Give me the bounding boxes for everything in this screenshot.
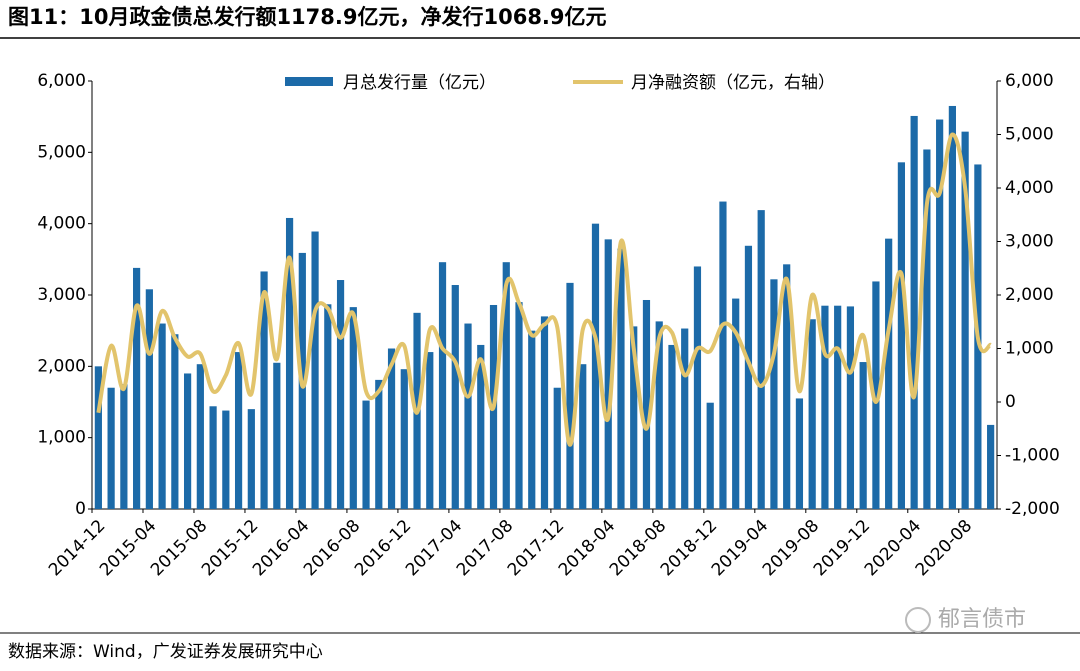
bar — [821, 305, 829, 509]
bar — [604, 239, 612, 510]
y-tick-label: 2,000 — [37, 356, 86, 376]
bar — [566, 282, 574, 509]
bar — [540, 316, 549, 509]
y2-tick-label: 6,000 — [1005, 71, 1054, 91]
bar — [336, 280, 345, 509]
bar — [464, 323, 472, 509]
bar — [553, 387, 561, 509]
bar — [910, 115, 918, 509]
bar — [859, 362, 867, 509]
bar — [285, 217, 294, 509]
bar — [502, 262, 510, 509]
bar — [795, 398, 804, 509]
bar — [987, 424, 995, 509]
bar — [400, 369, 408, 509]
bar — [936, 119, 944, 510]
bar — [145, 289, 153, 509]
y2-tick-label: 0 — [1005, 392, 1016, 412]
bar — [234, 352, 243, 509]
bar — [515, 302, 523, 509]
y2-tick-label: 5,000 — [1005, 125, 1054, 145]
legend-label: 月净融资额（亿元，右轴） — [631, 73, 835, 93]
chart-title: 图11：10月政金债总发行额1178.9亿元，净发行1068.9亿元 — [8, 5, 607, 29]
bar — [693, 266, 702, 509]
bar — [681, 328, 689, 509]
bar — [770, 279, 778, 509]
bar — [375, 379, 383, 509]
legend-label: 月总发行量（亿元） — [343, 73, 496, 93]
y-tick-label: 5,000 — [37, 142, 86, 162]
bar — [757, 210, 765, 509]
bar — [668, 344, 676, 509]
bar — [846, 306, 855, 509]
bar — [349, 307, 357, 509]
bar — [744, 245, 753, 509]
bar — [885, 238, 893, 509]
bar — [872, 281, 880, 509]
bar — [732, 298, 740, 509]
bar — [247, 409, 255, 509]
bar — [273, 362, 281, 509]
bar — [630, 326, 638, 509]
bar — [171, 334, 179, 509]
bar — [133, 267, 141, 509]
source: 数据来源：Wind，广发证券发展研究中心 — [8, 642, 323, 662]
bar — [107, 387, 115, 509]
bar — [311, 231, 319, 509]
bar — [706, 402, 714, 509]
bar — [362, 400, 370, 509]
y-tick-label: 4,000 — [37, 214, 86, 234]
bar — [94, 366, 102, 509]
bar — [961, 131, 969, 509]
bar — [183, 373, 192, 509]
bar — [579, 364, 587, 509]
bar — [783, 264, 791, 509]
line — [96, 132, 993, 447]
watermark: 郁言债市 — [938, 607, 1026, 632]
legend-swatch — [285, 77, 333, 86]
bar — [438, 262, 447, 509]
bar — [477, 344, 485, 509]
bar — [834, 305, 842, 509]
bar — [158, 323, 166, 509]
watermark-icon — [905, 607, 931, 633]
y-tick-label: 3,000 — [37, 285, 86, 305]
y-tick-label: 0 — [75, 499, 86, 519]
bar — [948, 105, 956, 509]
bar — [655, 321, 663, 509]
bar — [260, 271, 268, 509]
bar — [120, 384, 128, 509]
bar — [923, 149, 931, 510]
x-tick-label: 2020-08 — [912, 516, 976, 580]
bar — [642, 299, 651, 509]
bar — [897, 162, 906, 509]
y2-tick-label: -2,000 — [1005, 499, 1060, 519]
bar — [222, 410, 230, 509]
bar — [387, 348, 396, 509]
y2-tick-label: 2,000 — [1005, 285, 1054, 305]
bar — [808, 319, 816, 509]
y2-tick-label: 1,000 — [1005, 339, 1054, 359]
bar — [324, 304, 332, 509]
bar — [451, 285, 459, 509]
bar — [617, 248, 625, 509]
bar — [196, 364, 204, 509]
y-tick-label: 6,000 — [37, 71, 86, 91]
y2-tick-label: 4,000 — [1005, 178, 1054, 198]
bar — [528, 330, 536, 509]
y2-tick-label: -1,000 — [1005, 446, 1060, 466]
y-tick-label: 1,000 — [37, 428, 86, 448]
y2-tick-label: 3,000 — [1005, 232, 1054, 252]
bar — [209, 406, 217, 509]
bar — [591, 223, 600, 509]
bar — [426, 352, 434, 509]
bar — [719, 201, 727, 509]
